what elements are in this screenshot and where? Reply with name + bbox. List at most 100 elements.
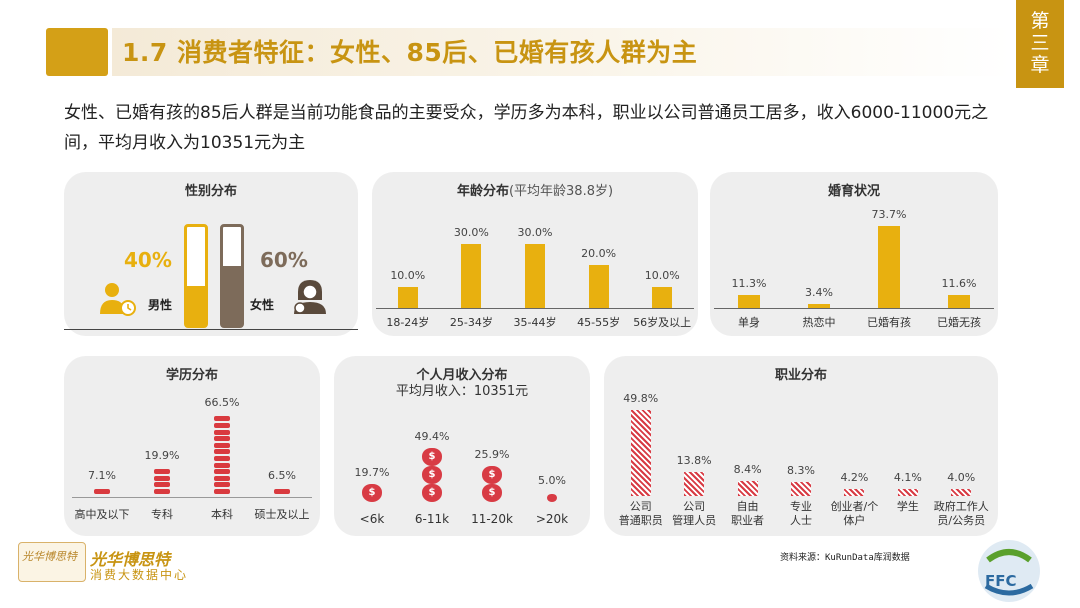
logo-subtitle: 消费大数据中心 <box>90 568 189 582</box>
occupation-value-label: 13.8% <box>676 454 712 468</box>
age-category-label: 45-55岁 <box>577 316 621 329</box>
marriage-category-label: 已婚有孩 <box>867 316 911 329</box>
ffc-logo <box>978 540 1040 602</box>
money-bag-icon: $ <box>422 448 442 466</box>
title-bar <box>112 28 1012 76</box>
education-pot-icon <box>214 489 230 494</box>
age-bar <box>525 244 545 308</box>
occupation-value-label: 8.4% <box>733 463 762 477</box>
occupation-bar <box>844 488 865 496</box>
female-percent: 60% <box>260 248 308 272</box>
age-bar <box>652 286 673 308</box>
chapter-tag: 第 三 章 <box>1016 0 1064 88</box>
occupation-category-label: 公司 <box>683 500 706 513</box>
occupation-category-label: 员/公务员 <box>937 514 986 527</box>
age-value-label: 30.0% <box>517 226 553 239</box>
occupation-category-label: 学生 <box>896 500 919 513</box>
education-pot-icon <box>214 482 230 488</box>
age-value-label: 30.0% <box>453 226 489 239</box>
occupation-category-label: 体户 <box>843 514 866 527</box>
female-bar-fill <box>223 266 241 325</box>
male-bar-fill <box>187 285 205 325</box>
education-category-label: 高中及以下 <box>74 508 130 521</box>
occupation-category-label: 专业 <box>790 500 812 513</box>
marriage-value-label: 11.6% <box>941 277 977 291</box>
education-pot-icon <box>214 442 230 448</box>
chapter-char: 三 <box>1030 32 1050 54</box>
education-pot-icon <box>154 469 170 475</box>
occupation-bar <box>791 481 811 496</box>
money-bag-icon: $ <box>482 466 502 484</box>
education-pot-icon <box>214 416 230 422</box>
marriage-value-label: 3.4% <box>805 286 833 300</box>
source-note: 资料来源：KuRunData库润数据 <box>780 553 910 563</box>
education-title: 学历分布 <box>165 368 218 383</box>
education-value-label: 66.5% <box>204 396 240 410</box>
money-bag-icon: $ <box>422 484 442 502</box>
marriage-category-label: 已婚无孩 <box>937 316 981 329</box>
education-category-label: 专科 <box>151 508 173 521</box>
male-percent: 40% <box>124 248 172 272</box>
money-bag-icon: $ <box>422 466 442 484</box>
income-category-label: 11-20k <box>471 512 513 526</box>
education-category-label: 硕士及以上 <box>254 508 310 521</box>
money-bag-icon: $ <box>362 484 382 502</box>
education-pot-icon <box>214 429 230 435</box>
income-panel: 个人月收入分布 平均月收入：10351元 $19.7% <6k $ $ $49.4% 6-… <box>334 356 590 536</box>
education-pot-icon <box>214 423 230 428</box>
occupation-bar <box>630 410 651 496</box>
education-pot-icon <box>154 489 170 494</box>
gender-title: 性别分布 <box>184 184 237 199</box>
income-category-label: 6-11k <box>414 512 450 526</box>
occupation-category-label: 职业者 <box>731 514 765 527</box>
occupation-value-label: 4.0% <box>947 471 976 485</box>
age-title-main: 年龄分布 <box>456 184 509 199</box>
age-value-label: 10.0% <box>644 268 680 282</box>
education-pot-icon <box>94 489 110 494</box>
title-accent-block <box>46 28 108 76</box>
marriage-category-label: 热恋中 <box>802 316 836 329</box>
age-category-label: 25-34岁 <box>449 316 493 329</box>
age-bar <box>588 265 609 308</box>
marriage-bar <box>808 304 830 308</box>
occupation-value-label: 49.8% <box>623 392 659 405</box>
income-title: 个人月收入分布 <box>416 368 508 383</box>
logo-badge-text: 光华博思特 <box>22 550 77 563</box>
education-value-label: 6.5% <box>268 469 296 482</box>
age-panel: 年龄分布(平均年龄38.8岁) 10.0% 18-24岁 30.0% 25-34岁 30… <box>372 172 698 336</box>
occupation-value-label: 4.2% <box>840 470 869 484</box>
education-pot-icon <box>154 482 170 488</box>
occupation-category-label: 创业者/个 <box>830 500 879 513</box>
occupation-category-label: 政府工作人 <box>933 500 989 513</box>
male-label: 男性 <box>148 298 173 312</box>
occupation-category-label: 普通职员 <box>618 514 663 527</box>
income-category-label: <6k <box>359 512 385 526</box>
occupation-bar <box>684 472 705 496</box>
marriage-bar <box>948 295 970 308</box>
income-average: 平均月收入：10351元 <box>395 384 529 399</box>
marriage-bar <box>878 226 900 308</box>
intro-text: 女性、已婚有孩的85后人群是当前功能食品的主要受众，学历多为本科，职业以公司普通… <box>64 103 989 153</box>
occupation-value-label: 4.1% <box>893 470 922 484</box>
income-category-label: >20k <box>535 512 569 526</box>
income-value-label: 49.4% <box>414 430 450 443</box>
marriage-baseline <box>714 308 994 309</box>
marriage-category-label: 单身 <box>738 316 760 329</box>
ffc-globe-icon <box>979 541 1039 601</box>
marriage-title: 婚育状况 <box>827 184 880 199</box>
occupation-title: 职业分布 <box>774 368 827 383</box>
marriage-bar <box>738 295 760 308</box>
education-pot-icon <box>214 469 230 475</box>
education-pot-icon <box>214 436 230 442</box>
education-baseline <box>72 497 312 498</box>
income-value-label: 25.9% <box>474 448 510 461</box>
education-panel: 学历分布 7.1% 高中及以下 19.9% 专科 66.5% 本科 6.5% 硕士及以上 <box>64 356 320 536</box>
chapter-char: 第 <box>1030 10 1050 32</box>
occupation-category-label: 管理人员 <box>672 514 717 527</box>
age-bar <box>461 244 482 308</box>
age-bar <box>397 286 418 308</box>
page-title: 1.7 消费者特征：女性、85后、已婚有孩人群为主 <box>122 38 698 67</box>
age-baseline <box>376 308 694 309</box>
occupation-bar <box>897 488 918 496</box>
education-value-label: 19.9% <box>144 449 180 463</box>
